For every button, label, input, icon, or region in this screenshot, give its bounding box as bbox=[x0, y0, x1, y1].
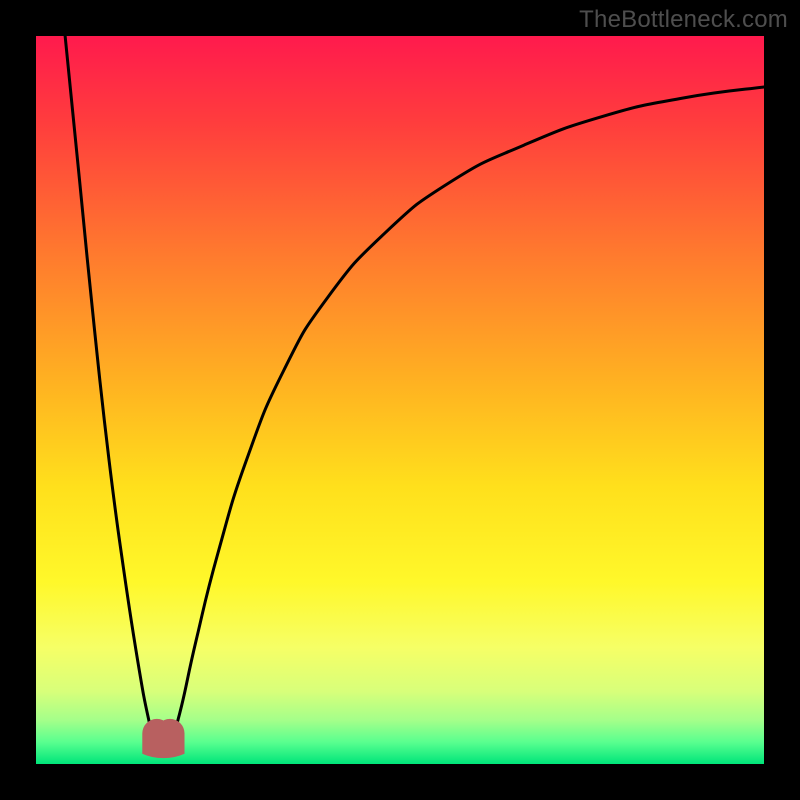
chart-frame: TheBottleneck.com bbox=[0, 0, 800, 800]
gradient-background bbox=[36, 36, 764, 764]
trough-marker bbox=[142, 719, 184, 758]
plot-svg bbox=[36, 36, 764, 764]
plot-area bbox=[36, 36, 764, 764]
watermark-text: TheBottleneck.com bbox=[579, 6, 788, 34]
